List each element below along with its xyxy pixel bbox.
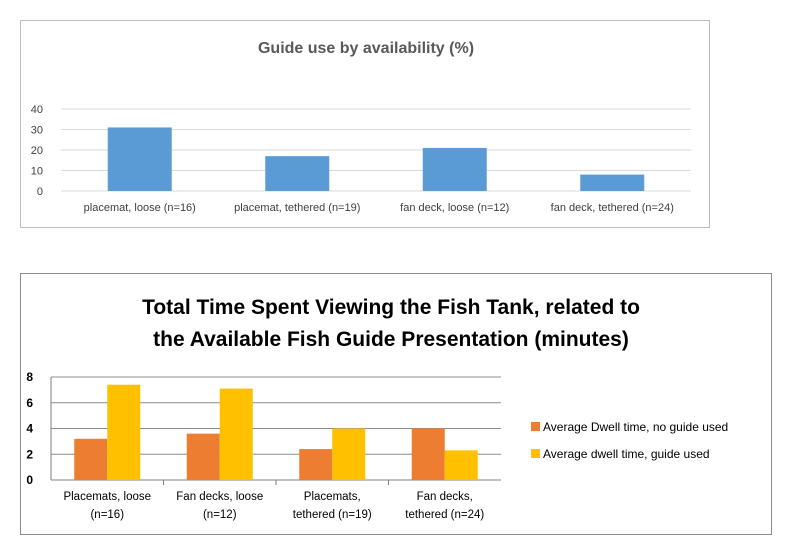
y-tick-label: 6 xyxy=(26,396,33,410)
y-tick-label: 2 xyxy=(26,447,33,461)
legend-label: Average dwell time, guide used xyxy=(543,447,710,461)
bar xyxy=(107,127,172,191)
category-label: (n=12) xyxy=(203,509,237,521)
chart-title: Guide use by availability (%) xyxy=(258,40,474,57)
bar xyxy=(444,450,478,480)
bar xyxy=(411,428,445,480)
bar xyxy=(332,428,366,480)
y-tick-label: 20 xyxy=(31,145,43,157)
bar xyxy=(580,174,645,191)
y-tick-label: 8 xyxy=(26,370,33,384)
guide-use-chart-svg: Guide use by availability (%) 010203040 … xyxy=(31,40,691,214)
category-label: Placemats, loose xyxy=(63,491,151,503)
category-label: tethered (n=24) xyxy=(405,509,484,521)
legend-label: Average Dwell time, no guide used xyxy=(543,420,728,434)
guide-use-chart: Guide use by availability (%) 0 10 20 30 40 … xyxy=(20,20,710,228)
viewing-time-chart-svg: Total Time Spent Viewing the Fish Tank, … xyxy=(26,296,728,521)
viewing-time-chart: Total Time Spent Viewing the Fish Tank, … xyxy=(20,273,772,535)
category-label: Placemats, xyxy=(304,491,361,503)
category-label: (n=16) xyxy=(90,509,124,521)
y-tick-label: 30 xyxy=(31,125,43,137)
bar xyxy=(107,384,141,480)
chart-title-line-1: Total Time Spent Viewing the Fish Tank, … xyxy=(142,296,640,319)
category-label: fan deck, loose (n=12) xyxy=(400,202,509,214)
y-tick-label: 10 xyxy=(31,166,43,178)
category-label: Fan decks, loose xyxy=(176,491,263,503)
category-label: fan deck, tethered (n=24) xyxy=(551,202,674,214)
y-tick-label: 0 xyxy=(37,186,43,198)
bar xyxy=(219,388,253,480)
bar xyxy=(265,156,330,191)
bar xyxy=(299,449,333,480)
y-tick-label: 0 xyxy=(26,473,33,487)
y-tick-label: 4 xyxy=(26,422,33,436)
category-label: tethered (n=19) xyxy=(293,509,372,521)
category-label: Fan decks, xyxy=(417,491,473,503)
legend-swatch xyxy=(531,449,540,458)
category-label: placemat, loose (n=16) xyxy=(84,202,196,214)
category-label: placemat, tethered (n=19) xyxy=(234,202,360,214)
bar xyxy=(74,438,108,480)
legend-swatch xyxy=(531,422,540,431)
y-tick-label: 40 xyxy=(31,104,43,116)
bar xyxy=(422,147,487,191)
bar xyxy=(186,433,220,480)
chart-title-line-2: the Available Fish Guide Presentation (m… xyxy=(153,328,629,351)
